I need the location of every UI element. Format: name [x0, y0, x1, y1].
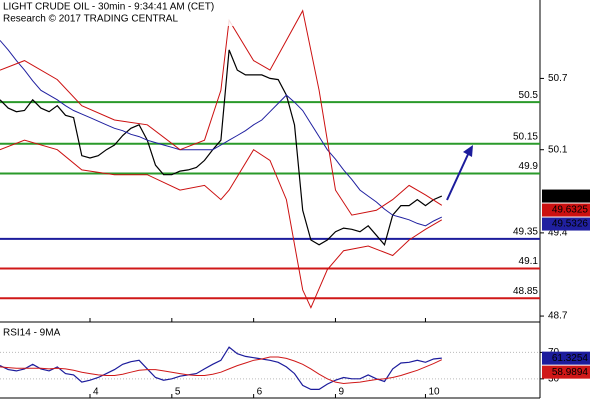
series-line [0, 40, 443, 227]
series-line [0, 9, 443, 216]
chart-title: LIGHT CRUDE OIL - 30min - 9:34:41 AM (CE… [3, 2, 214, 13]
x-tick-label: 10 [428, 387, 440, 398]
series-line [0, 346, 442, 390]
rsi-title: RSI14 - 9MA [3, 328, 61, 339]
last-value-box [542, 365, 590, 379]
last-value-box [542, 203, 590, 217]
last-value-label: 49.71 [563, 191, 588, 202]
level-label: 49.1 [519, 256, 539, 267]
level-label: 49.9 [519, 161, 539, 172]
level-label: 50.15 [513, 131, 538, 142]
y-tick-label: 48.7 [548, 311, 568, 322]
last-value-label: 49.6325 [552, 205, 589, 216]
last-value-label: 49.5326 [552, 219, 589, 230]
level-label: 49.35 [513, 226, 538, 237]
forecast-arrowhead [463, 145, 473, 157]
series-line [0, 139, 443, 309]
chart-subtitle: Research © 2017 TRADING CENTRAL [3, 14, 178, 25]
x-tick-label: 5 [175, 387, 181, 398]
last-value-label: 61.3254 [552, 353, 589, 364]
y-tick-label: 49.4 [548, 228, 568, 239]
y-tick-label: 50.7 [548, 73, 568, 84]
series-line [0, 356, 443, 385]
x-tick-label: 9 [338, 387, 344, 398]
level-label: 48.85 [513, 286, 538, 297]
title-backdrop [0, 0, 235, 26]
x-tick-label: 4 [93, 387, 99, 398]
last-value-box [542, 217, 590, 231]
y-tick-label: 50.1 [548, 144, 568, 155]
series-line [0, 49, 443, 247]
last-value-label: 58.9894 [552, 367, 589, 378]
y-tick-label: 30 [548, 373, 560, 384]
last-value-box [542, 189, 590, 203]
plot-layer: 50.7 50.1 49.4 48.7 50.5 50.15 49.9 49.35 49.1 48… [0, 9, 590, 398]
x-tick-label: 6 [257, 387, 263, 398]
forecast-arrow [446, 149, 471, 201]
last-value-box [542, 351, 590, 365]
level-label: 50.5 [519, 90, 539, 101]
